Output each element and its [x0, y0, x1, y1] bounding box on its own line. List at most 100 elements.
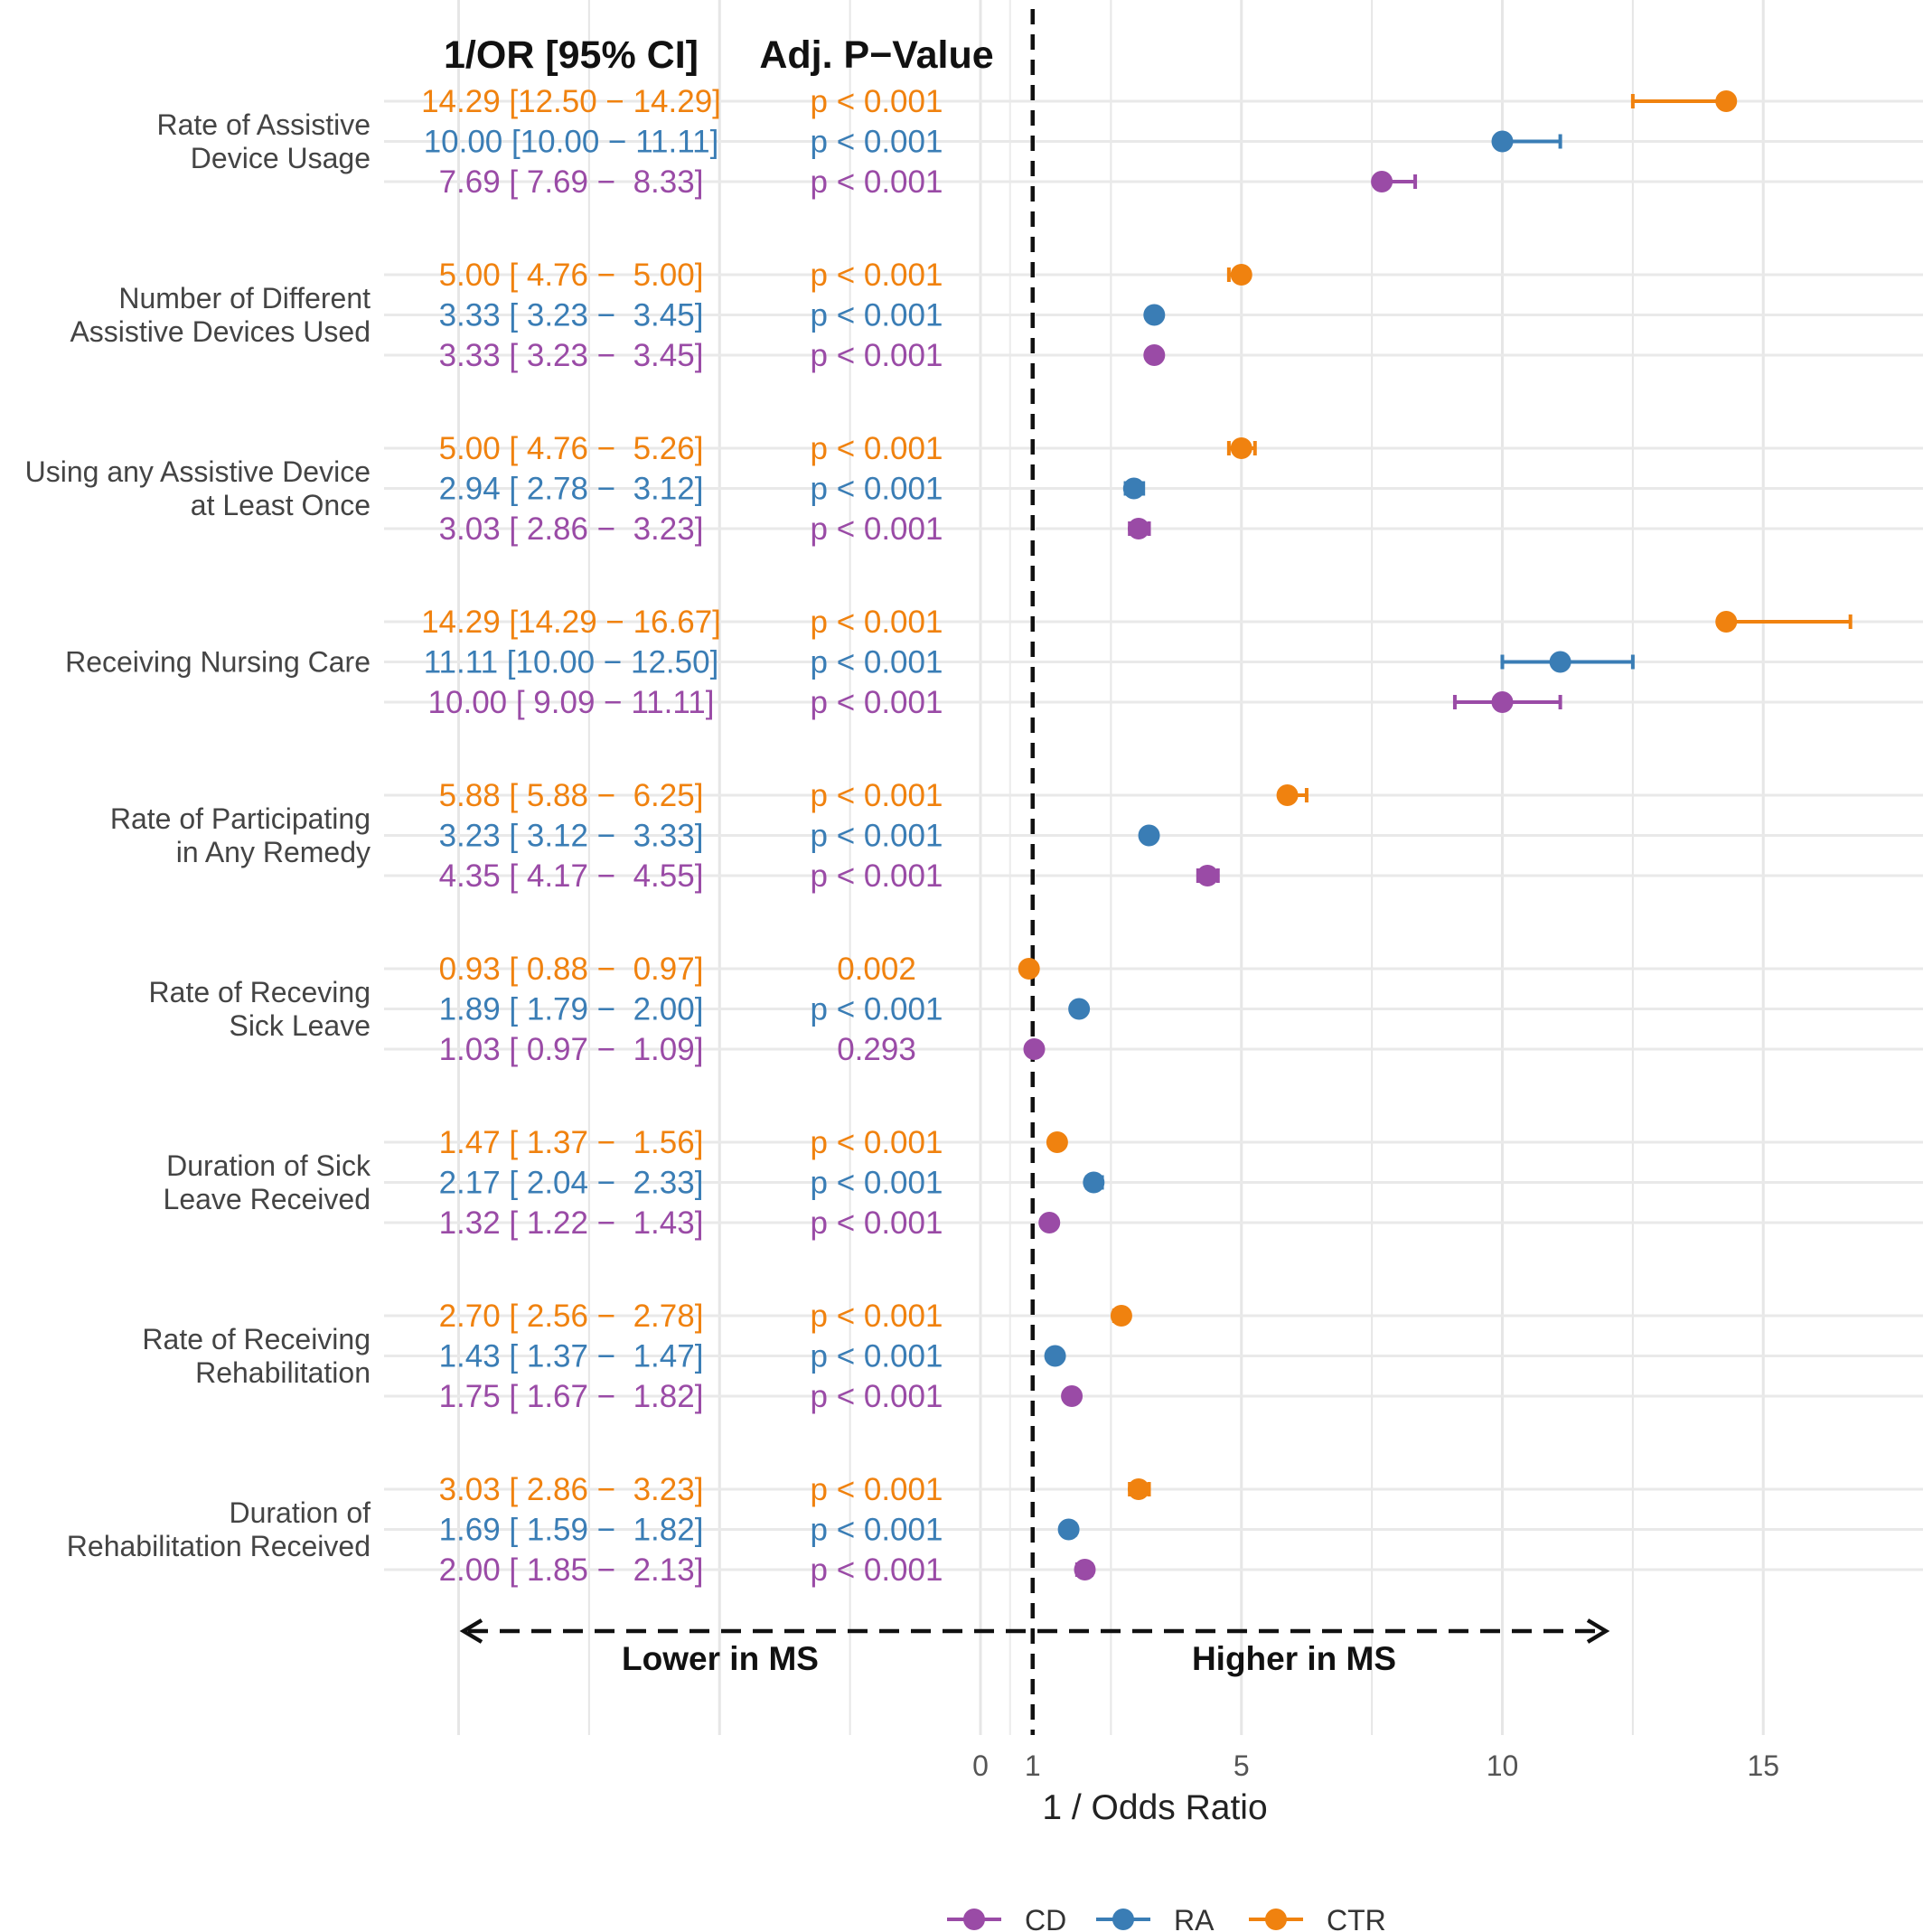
p-value-text: p < 0.001: [811, 1513, 943, 1548]
estimate-point: [1715, 611, 1738, 633]
arrowhead-left: [459, 1618, 483, 1644]
ci-text: 3.03 [ 2.86 − 3.23]: [439, 1472, 704, 1507]
estimate-point: [1549, 651, 1571, 673]
outcome-label: at Least Once: [191, 489, 371, 521]
x-axis: 0 1 5 10 151 / Odds Ratio: [972, 1749, 1779, 1827]
outcome-label: Rate of Receiving: [142, 1323, 371, 1355]
lower-direction-label: Lower in MS: [622, 1640, 819, 1677]
ci-text: 5.00 [ 4.76 − 5.26]: [439, 431, 704, 466]
outcome-label: Rate of Participating: [110, 802, 371, 835]
ci-text: 1.75 [ 1.67 − 1.82]: [439, 1379, 704, 1414]
ci-text: 1.89 [ 1.79 − 2.00]: [439, 992, 704, 1027]
p-value-text: p < 0.001: [811, 1166, 943, 1201]
x-tick-label: 1: [1025, 1749, 1041, 1782]
higher-direction-label: Higher in MS: [1192, 1640, 1396, 1677]
horizontal-gridlines: [384, 99, 1923, 1571]
estimate-point: [1138, 824, 1160, 847]
ci-text: 2.94 [ 2.78 − 3.12]: [439, 472, 704, 507]
p-value-text: p < 0.001: [811, 472, 943, 507]
legend-label: RA: [1174, 1904, 1215, 1932]
estimate-point: [1127, 518, 1149, 539]
column-headers: 1/OR [95% CI] Adj. P−Value: [444, 33, 994, 77]
ci-text: 5.88 [ 5.88 − 6.25]: [439, 778, 704, 813]
p-value-text: p < 0.001: [811, 1125, 943, 1160]
p-value-text: p < 0.001: [811, 84, 943, 119]
legend: CD RA CTR: [947, 1904, 1386, 1932]
x-tick-label: 10: [1487, 1749, 1519, 1782]
ci-text: 14.29 [14.29 − 16.67]: [421, 605, 721, 640]
legend-key-point: [1112, 1909, 1134, 1930]
p-value-text: p < 0.001: [811, 1552, 943, 1588]
estimate-point: [1276, 784, 1299, 806]
ci-text: 1.32 [ 1.22 − 1.43]: [439, 1205, 704, 1241]
ci-text: 1.43 [ 1.37 − 1.47]: [439, 1339, 704, 1374]
estimate-point: [1122, 477, 1145, 500]
p-value-text: p < 0.001: [811, 164, 943, 200]
p-value-column: p < 0.001 p < 0.001 p < 0.001 p < 0.001 p < …: [811, 84, 943, 1588]
ci-text: 7.69 [ 7.69 − 8.33]: [439, 164, 704, 200]
p-value-text: p < 0.001: [811, 298, 943, 333]
x-tick-label: 5: [1234, 1749, 1250, 1782]
p-value-text: p < 0.001: [811, 605, 943, 640]
ci-text: 1.69 [ 1.59 − 1.82]: [439, 1513, 704, 1548]
x-axis-title: 1 / Odds Ratio: [1042, 1788, 1267, 1827]
ci-text: 0.93 [ 0.88 − 0.97]: [439, 952, 704, 987]
ci-text-column: 14.29 [12.50 − 14.29] 10.00 [10.00 − 11.1…: [421, 84, 721, 1588]
p-value-text: p < 0.001: [811, 819, 943, 854]
ci-text: 3.33 [ 3.23 − 3.45]: [439, 338, 704, 373]
legend-key-point: [963, 1909, 985, 1930]
estimate-point: [1491, 691, 1514, 713]
outcome-label: Rate of Receving: [149, 976, 371, 1008]
p-value-text: p < 0.001: [811, 1472, 943, 1507]
x-tick-label: 15: [1747, 1749, 1779, 1782]
p-value-text: p < 0.001: [811, 685, 943, 720]
estimate-point: [1038, 1212, 1061, 1233]
ci-column-header: 1/OR [95% CI]: [444, 33, 699, 77]
estimate-point: [1061, 1385, 1083, 1407]
p-value-text: p < 0.001: [811, 778, 943, 813]
estimate-point: [1083, 1171, 1105, 1194]
estimate-point: [1044, 1345, 1066, 1367]
outcome-label: Using any Assistive Device: [25, 455, 371, 488]
estimate-point: [1068, 998, 1091, 1020]
p-value-text: p < 0.001: [811, 1339, 943, 1374]
vertical-gridlines: [457, 0, 1765, 1735]
outcome-label: Duration of: [229, 1496, 371, 1529]
direction-annotation: Lower in MS Higher in MS: [459, 1618, 1610, 1677]
ci-text: 1.03 [ 0.97 − 1.09]: [439, 1032, 704, 1067]
outcome-label: in Any Remedy: [176, 836, 371, 868]
estimate-point: [1143, 344, 1166, 366]
x-tick-label: 0: [972, 1749, 989, 1782]
ci-text: 1.47 [ 1.37 − 1.56]: [439, 1125, 704, 1160]
estimate-point: [1230, 264, 1252, 286]
ci-text: 11.11 [10.00 − 12.50]: [424, 645, 719, 680]
p-value-text: p < 0.001: [811, 338, 943, 373]
ci-text: 2.17 [ 2.04 − 2.33]: [439, 1166, 704, 1201]
p-value-text: p < 0.001: [811, 858, 943, 894]
p-column-header: Adj. P−Value: [759, 33, 993, 77]
outcome-label: Duration of Sick: [166, 1149, 371, 1182]
p-value-text: p < 0.001: [811, 992, 943, 1027]
ci-text: 10.00 [10.00 − 11.11]: [424, 125, 719, 160]
ci-text: 14.29 [12.50 − 14.29]: [421, 84, 721, 119]
estimate-point: [1074, 1559, 1096, 1580]
ci-text: 2.00 [ 1.85 − 2.13]: [439, 1552, 704, 1588]
p-value-text: p < 0.001: [811, 431, 943, 466]
ci-text: 4.35 [ 4.17 − 4.55]: [439, 858, 704, 894]
p-value-text: p < 0.001: [811, 1299, 943, 1334]
estimate-point: [1057, 1518, 1080, 1541]
estimate-point: [1491, 130, 1514, 153]
legend-label: CTR: [1327, 1904, 1386, 1932]
estimate-point: [1230, 437, 1252, 459]
p-value-text: p < 0.001: [811, 511, 943, 547]
ci-text: 10.00 [ 9.09 − 11.11]: [428, 685, 715, 720]
p-value-text: p < 0.001: [811, 645, 943, 680]
ci-text: 3.03 [ 2.86 − 3.23]: [439, 511, 704, 547]
estimate-points: [1018, 90, 1738, 1580]
estimate-point: [1127, 1478, 1149, 1500]
ci-text: 5.00 [ 4.76 − 5.00]: [439, 258, 704, 293]
estimate-point: [1046, 1131, 1068, 1153]
p-value-text: 0.002: [837, 952, 916, 987]
